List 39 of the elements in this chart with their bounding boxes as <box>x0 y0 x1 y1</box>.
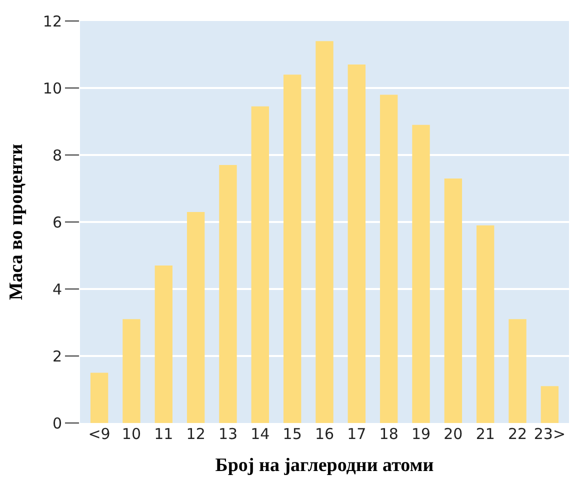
x-tick-label: 12 <box>186 425 206 443</box>
bar <box>540 386 559 423</box>
y-tick-label: 4 <box>52 280 62 298</box>
y-axis-title: Маса во проценти <box>6 144 27 300</box>
bar <box>90 372 108 423</box>
bar <box>283 74 302 423</box>
x-tick-label: 19 <box>411 425 431 443</box>
x-tick-label: 15 <box>282 425 302 443</box>
x-tick-label: 13 <box>218 425 238 443</box>
bar <box>186 212 205 423</box>
bar <box>251 106 269 423</box>
x-tick-label: 14 <box>250 425 270 443</box>
bar <box>348 64 366 423</box>
y-tick-label: 10 <box>42 79 62 98</box>
bar <box>444 178 462 423</box>
bar <box>122 319 140 423</box>
x-tick-label: 16 <box>314 425 334 443</box>
x-tick-label: 10 <box>122 425 142 443</box>
y-tick-label: 2 <box>52 347 62 366</box>
bar <box>154 266 172 423</box>
x-tick-label: 17 <box>347 425 366 443</box>
y-tick-label: 8 <box>52 146 62 164</box>
bar <box>316 41 334 423</box>
x-axis-title: Број на јаглеродни атоми <box>215 454 434 476</box>
x-tick-label: 23> <box>534 425 566 443</box>
x-tick-label: 22 <box>508 425 528 443</box>
y-tick-label: 0 <box>52 414 62 432</box>
bar <box>508 319 526 423</box>
x-tick-label: 20 <box>444 425 463 443</box>
x-tick-label: 11 <box>154 425 174 443</box>
x-tick-label: <9 <box>88 425 110 443</box>
y-tick-label: 6 <box>52 213 62 232</box>
y-tick-label: 12 <box>42 12 62 30</box>
x-tick-label: 21 <box>476 425 495 443</box>
x-tick-label: 18 <box>379 425 398 443</box>
bar <box>412 124 430 423</box>
bar <box>380 94 398 423</box>
bar <box>476 225 494 423</box>
bar <box>219 165 237 423</box>
